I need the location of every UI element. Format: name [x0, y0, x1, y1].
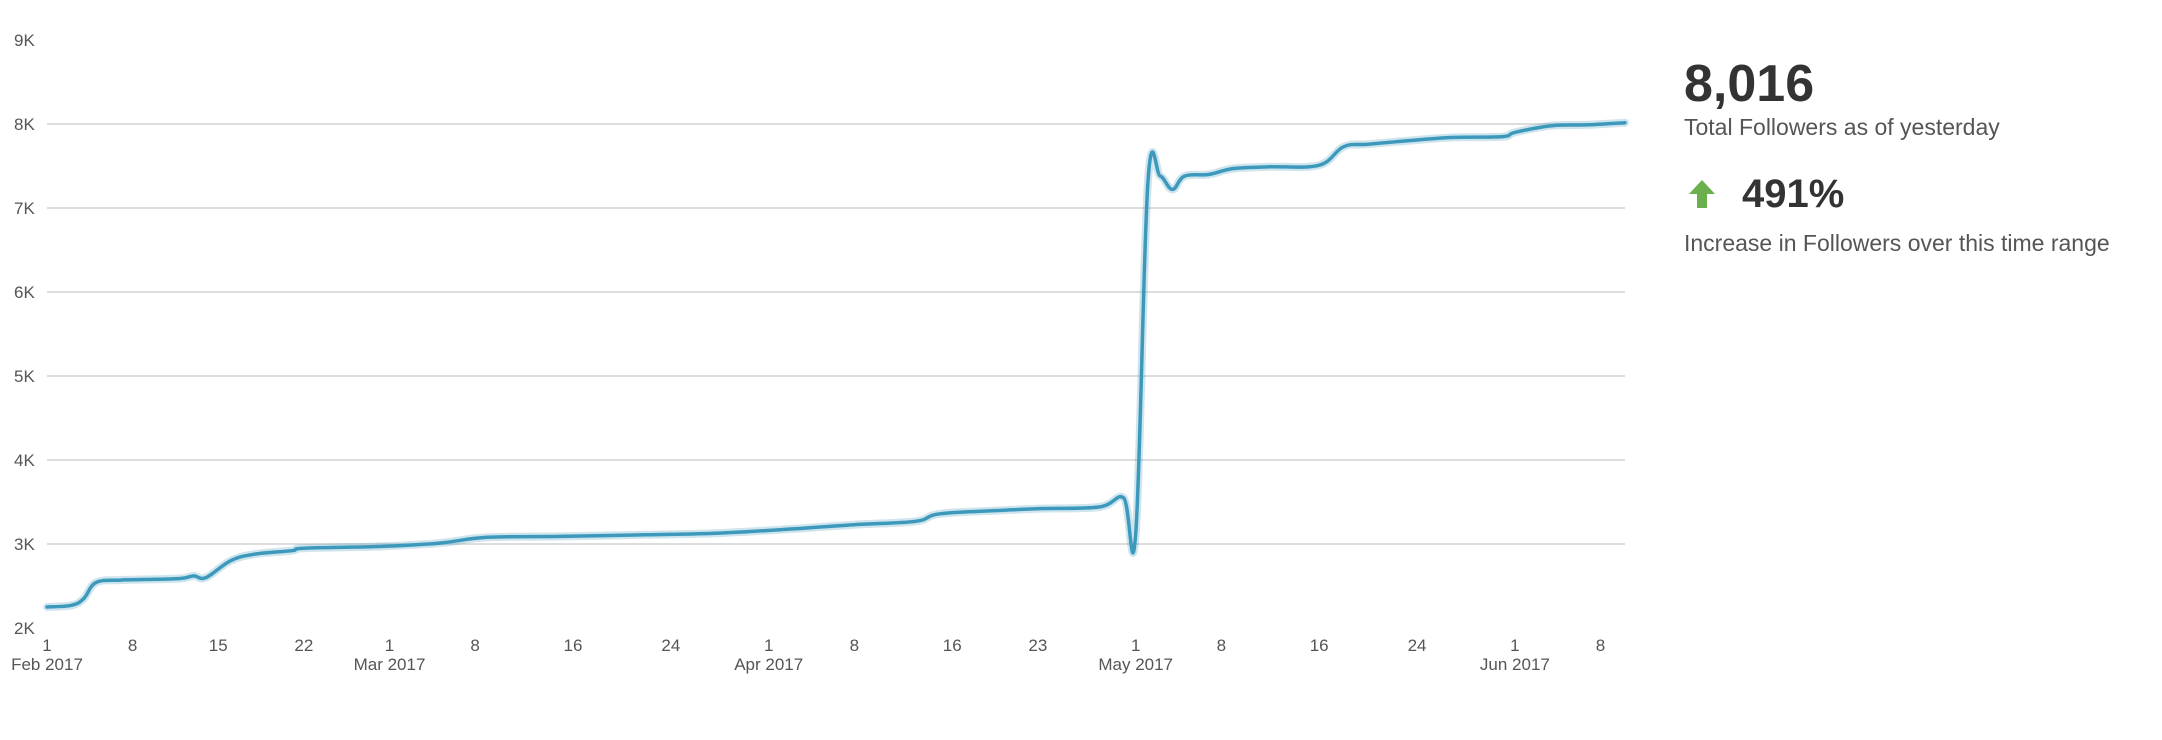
x-tick-label: 1 — [385, 636, 394, 655]
x-tick-label: 1 — [1510, 636, 1519, 655]
y-tick-label: 8K — [14, 115, 35, 134]
follower-increase-value: 491% — [1742, 171, 1845, 216]
x-tick-month-label: Mar 2017 — [354, 655, 426, 674]
x-tick-label: 1 — [1131, 636, 1140, 655]
x-tick-label: 1 — [764, 636, 773, 655]
y-tick-label: 7K — [14, 199, 35, 218]
x-tick-label: 8 — [1596, 636, 1605, 655]
x-tick-label: 16 — [1310, 636, 1329, 655]
x-tick-label: 16 — [564, 636, 583, 655]
x-tick-label: 24 — [1408, 636, 1427, 655]
x-tick-label: 15 — [209, 636, 228, 655]
series-line-glow — [43, 118, 1629, 611]
x-tick-month-label: Feb 2017 — [11, 655, 83, 674]
y-tick-label: 6K — [14, 283, 35, 302]
x-tick-label: 1 — [42, 636, 51, 655]
y-tick-label: 2K — [14, 619, 35, 638]
x-tick-month-label: May 2017 — [1098, 655, 1173, 674]
change-row: 491% — [1684, 170, 2144, 218]
x-tick-month-label: Jun 2017 — [1480, 655, 1550, 674]
y-tick-label: 3K — [14, 535, 35, 554]
up-arrow-icon — [1686, 174, 1718, 214]
series-line — [45, 120, 1627, 609]
follower-increase-label: Increase in Followers over this time ran… — [1684, 230, 2110, 256]
x-tick-label: 8 — [128, 636, 137, 655]
grid-lines — [47, 123, 1625, 545]
x-tick-label: 8 — [470, 636, 479, 655]
x-tick-label: 8 — [1217, 636, 1226, 655]
x-tick-label: 23 — [1028, 636, 1047, 655]
total-followers-label: Total Followers as of yesterday — [1684, 114, 2000, 140]
x-tick-label: 22 — [294, 636, 313, 655]
series-layer — [43, 118, 1629, 611]
y-tick-label: 5K — [14, 367, 35, 386]
x-tick-label: 16 — [943, 636, 962, 655]
y-tick-label: 9K — [14, 31, 35, 50]
x-tick-label: 8 — [850, 636, 859, 655]
x-tick-month-label: Apr 2017 — [734, 655, 803, 674]
total-followers-value: 8,016 — [1684, 55, 1815, 113]
x-tick-label: 24 — [661, 636, 680, 655]
y-tick-label: 4K — [14, 451, 35, 470]
followers-summary: 8,016 Total Followers as of yesterday 49… — [1684, 56, 2144, 258]
y-axis-labels: 2K 3K 4K 5K 6K 7K 8K 9K — [14, 31, 35, 638]
